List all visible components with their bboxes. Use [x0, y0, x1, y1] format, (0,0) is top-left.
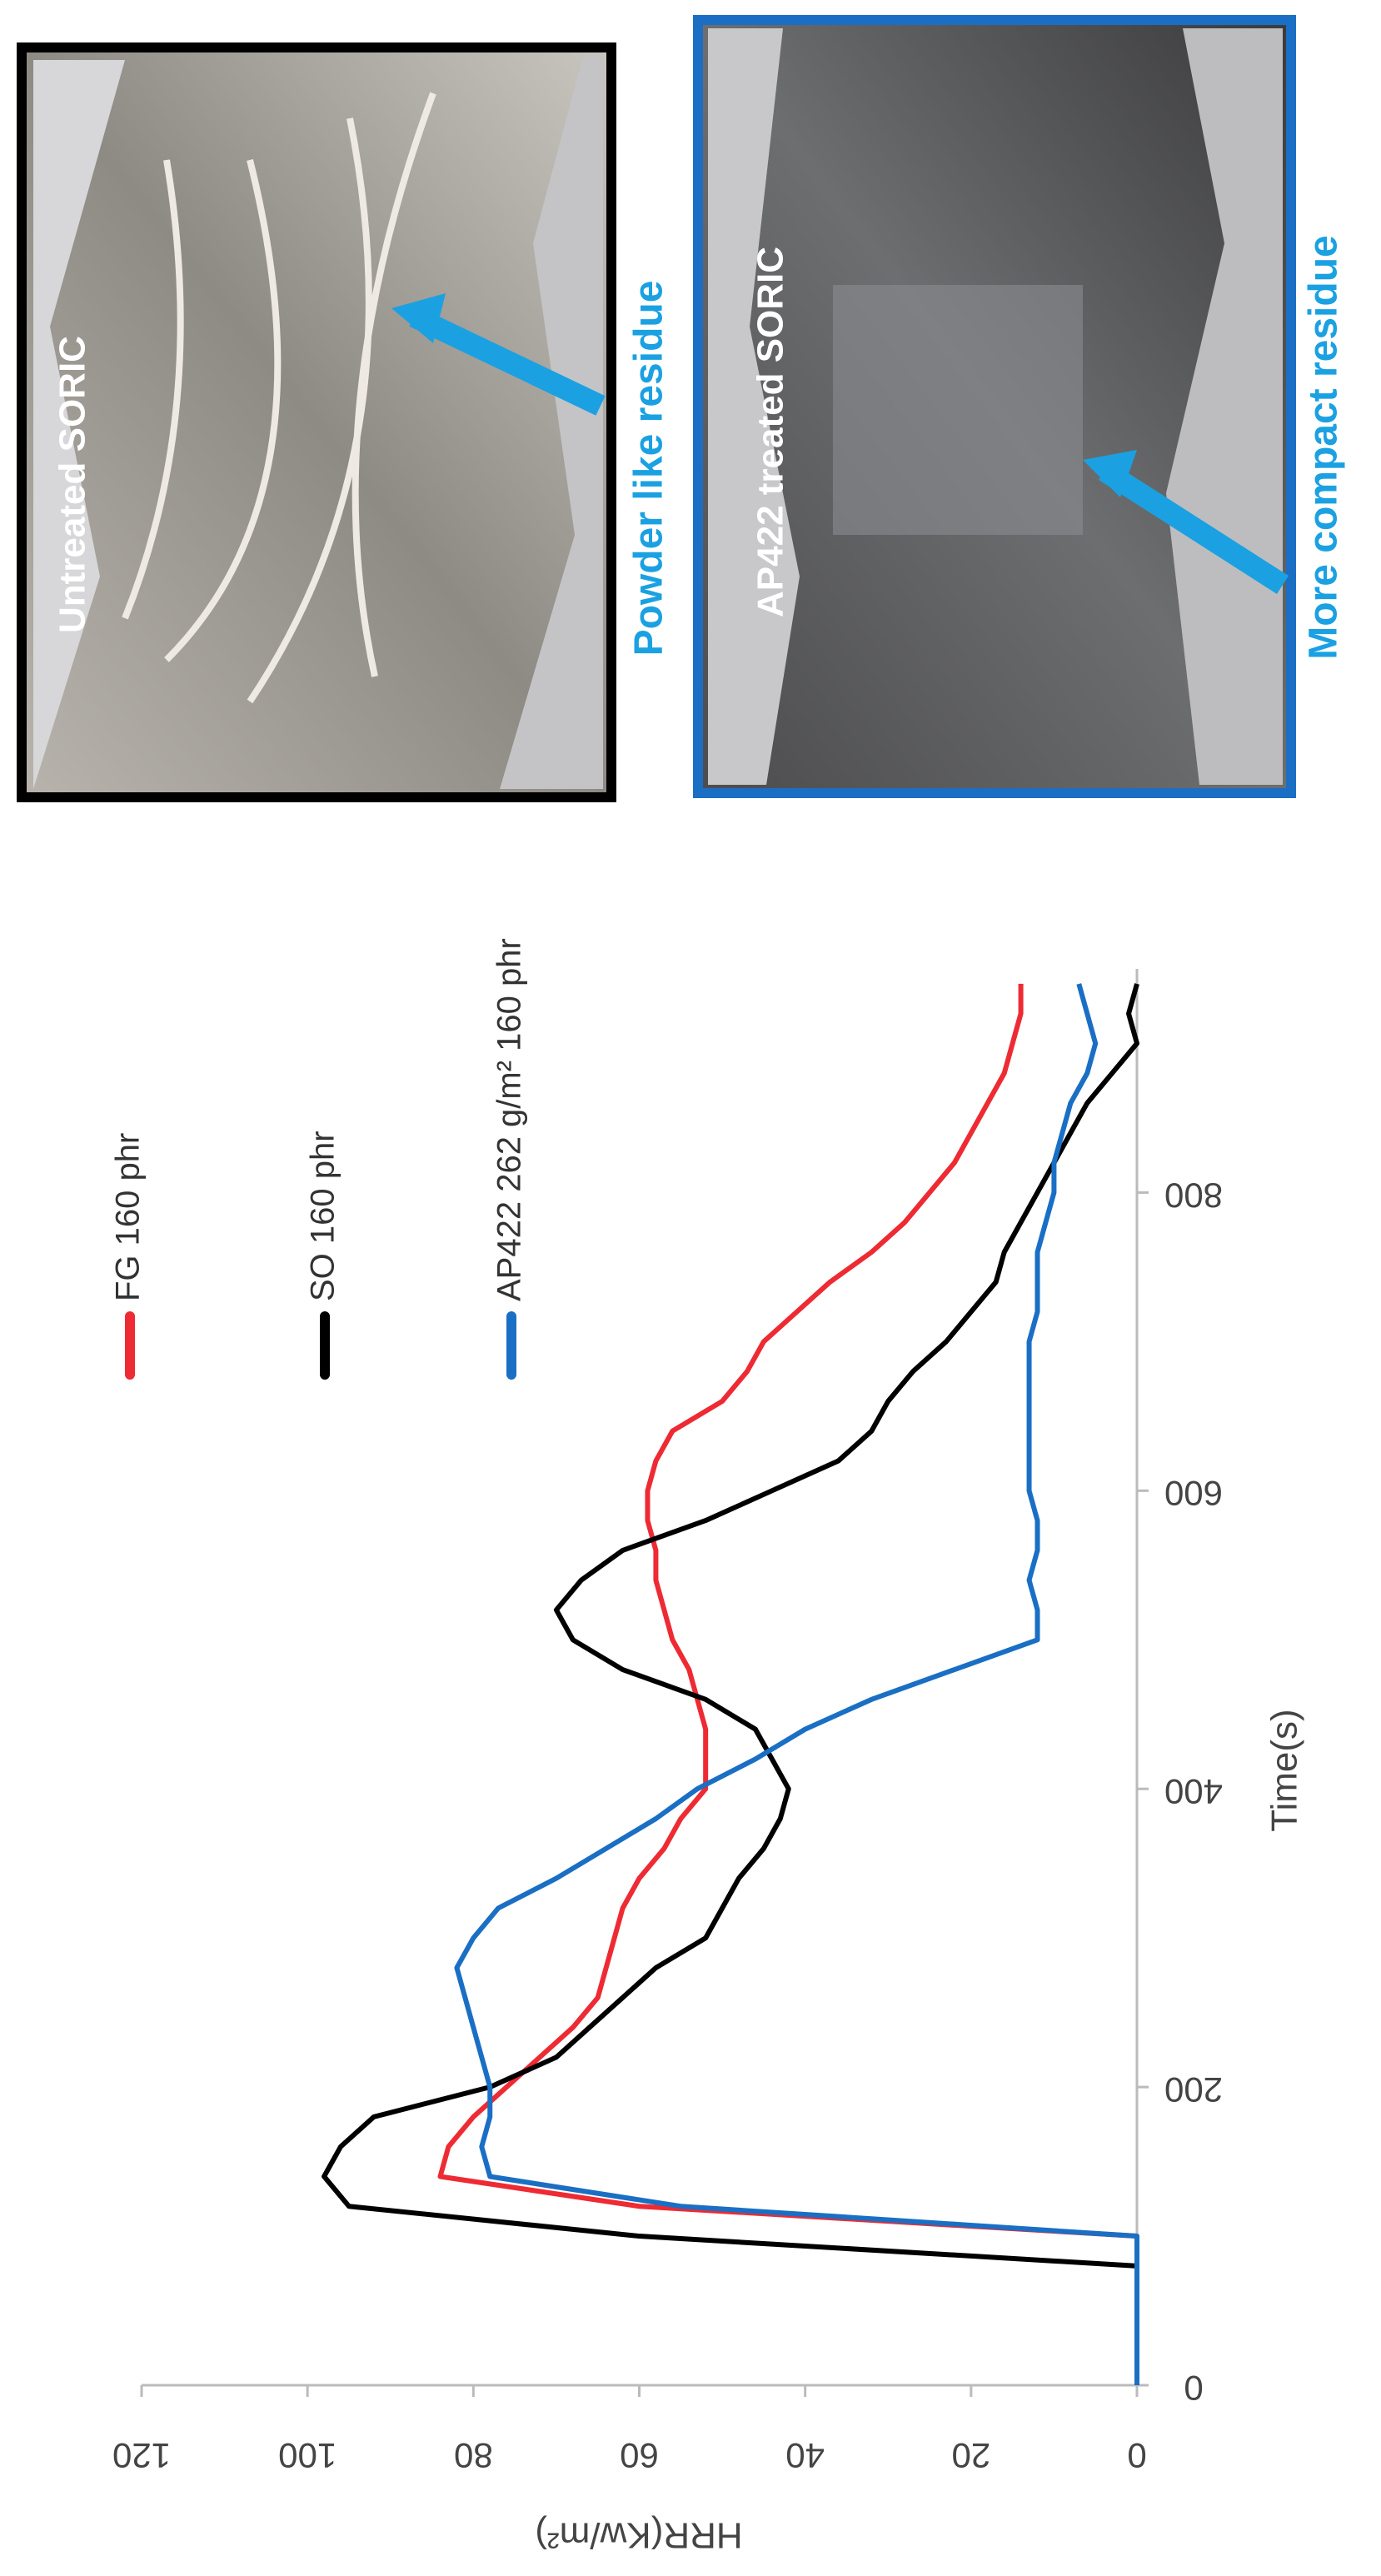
y-tick-label: 40 [785, 2436, 825, 2475]
photo-untreated [17, 42, 616, 802]
x-tick-label: 600 [1164, 1474, 1223, 1513]
data-line [437, 983, 1139, 2385]
x-tick-label: 800 [1164, 1176, 1223, 1215]
y-tick-label: 0 [1127, 2436, 1146, 2475]
panel-label: Untreated SORIC [52, 336, 93, 633]
legend-label: AP422 262 g/m² 160 phr [491, 938, 528, 1301]
x-tick-label: 200 [1164, 2070, 1223, 2109]
photo-treated [693, 15, 1296, 798]
x-axis-title: Time(s) [1264, 1709, 1305, 1831]
legend-label: FG 160 phr [110, 1133, 147, 1301]
panel-caption: More compact residue [1302, 235, 1346, 659]
x-tick-label: 400 [1164, 1772, 1223, 1811]
y-tick-label: 120 [112, 2436, 171, 2475]
x-tick-label: 0 [1184, 2369, 1203, 2408]
y-tick-label: 20 [951, 2436, 990, 2475]
legend-label: SO 160 phr [305, 1131, 342, 1301]
y-axis-title: HRR(Kw/m²) [535, 2514, 742, 2555]
y-tick-label: 60 [620, 2436, 659, 2475]
y-tick-label: 100 [278, 2436, 337, 2475]
panel-caption: Powder like residue [627, 281, 671, 656]
y-tick-label: 80 [454, 2436, 493, 2475]
data-line [454, 983, 1139, 2385]
panel-label: AP422 treated SORIC [750, 247, 791, 617]
data-line [322, 983, 1139, 2385]
